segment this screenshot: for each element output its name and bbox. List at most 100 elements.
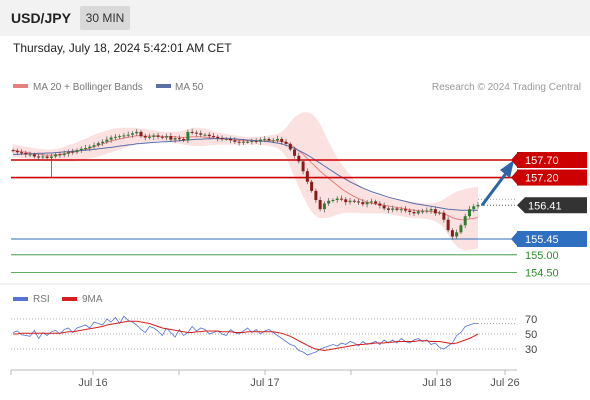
candle-down [395, 208, 399, 210]
rsi-tick-label: 50 [525, 329, 537, 341]
candle-down [139, 131, 143, 137]
candle-up [41, 156, 45, 158]
x-axis-label: Jul 17 [250, 377, 279, 389]
header-bar: USD/JPY 30 MIN [0, 0, 590, 36]
candle-down [284, 141, 288, 144]
candle-down [297, 155, 301, 162]
resistance-label: 157.70 [525, 155, 559, 167]
timeframe-button[interactable]: 30 MIN [80, 6, 130, 30]
candle-down [344, 199, 348, 203]
candle-up [246, 141, 250, 143]
candle-up [369, 201, 373, 203]
candle-down [310, 181, 314, 191]
resistance-label: 157.20 [525, 173, 559, 185]
candle-down [374, 201, 378, 204]
target-label: 155.00 [525, 250, 559, 262]
candle-down [58, 154, 62, 156]
last-price-label: 156.41 [528, 200, 562, 212]
candle-down [254, 141, 258, 143]
candle-down [293, 149, 297, 156]
candle-up [327, 200, 331, 204]
candle-up [101, 141, 105, 144]
candle-up [28, 154, 32, 156]
ma50-legend-swatch [156, 84, 171, 88]
candle-up [135, 131, 139, 134]
rsi-tick-label: 30 [525, 344, 537, 356]
candle-up [459, 225, 463, 233]
candle-up [113, 136, 117, 138]
candle-up [455, 232, 459, 237]
candle-down [314, 190, 318, 201]
candle-up [75, 150, 79, 153]
x-axis-label: Jul 26 [490, 377, 519, 389]
candle-down [229, 138, 233, 141]
credit-label: Research © 2024 Trading Central [432, 82, 581, 93]
candle-down [305, 171, 309, 182]
candle-up [429, 209, 433, 211]
candle-down [143, 136, 147, 138]
candle-down [32, 154, 36, 157]
forecast-arrow-shaft [480, 171, 509, 207]
candle-down [71, 151, 75, 153]
candle-down [190, 131, 194, 133]
candle-up [472, 206, 476, 210]
bollinger-bands [13, 112, 478, 251]
candle-down [412, 211, 416, 214]
rsi-lines [12, 315, 517, 356]
candle-up [96, 143, 100, 146]
candle-down [212, 136, 215, 138]
support-label: 155.45 [525, 234, 559, 246]
candle-up [391, 208, 395, 210]
candle-down [199, 133, 203, 135]
target-label: 154.50 [525, 267, 559, 279]
candle-up [276, 138, 279, 141]
forecast-arrow-head [500, 160, 514, 178]
price-levels [11, 159, 517, 273]
resistance-label-pointer [511, 152, 518, 168]
candle-down [378, 203, 382, 206]
candle-up [88, 146, 92, 149]
candle-down [361, 202, 365, 205]
candle-down [288, 143, 292, 150]
candle-up [438, 212, 442, 214]
candle-down [339, 198, 343, 200]
datetime-label: Thursday, July 18, 2024 5:42:01 AM CET [13, 41, 232, 55]
ma20-legend-label: MA 20 + Bollinger Bands [33, 82, 143, 93]
resistance-label-pointer [511, 169, 518, 186]
candle-down [352, 200, 356, 202]
candle-down [169, 136, 173, 140]
candle-up [126, 134, 130, 136]
candle-down [182, 138, 186, 141]
ma20-legend-swatch [13, 84, 28, 88]
rsi-legend-swatch [13, 297, 28, 301]
candle-up [331, 200, 335, 202]
candle-down [207, 134, 211, 137]
resistance-label-box [517, 169, 587, 186]
candle-up [203, 134, 207, 136]
rsi-grid: 70 50 30 [11, 314, 537, 356]
candle-up [122, 135, 126, 137]
rsi-line [12, 315, 478, 356]
candle-down [280, 138, 284, 142]
candle-up [476, 204, 480, 207]
bollinger-band-area [13, 112, 478, 251]
candle-down [15, 150, 19, 153]
x-axis: Jul 16 Jul 17 Jul 18 Jul 26 [10, 370, 520, 389]
candle-down [24, 152, 28, 155]
candle-down [233, 140, 237, 142]
candle-down [20, 152, 24, 154]
ma50-legend-label: MA 50 [175, 82, 204, 93]
candle-up [335, 198, 339, 201]
candle-down [177, 138, 181, 140]
candle-down [45, 156, 49, 158]
candle-down [220, 138, 224, 140]
candle-up [322, 203, 326, 210]
x-axis-label: Jul 16 [78, 377, 107, 389]
candle-down [11, 150, 15, 152]
ma9-legend-label: 9MA [82, 294, 103, 305]
candle-up [224, 138, 228, 140]
candle-up [79, 148, 83, 151]
candles [11, 128, 480, 240]
candle-down [433, 209, 437, 214]
